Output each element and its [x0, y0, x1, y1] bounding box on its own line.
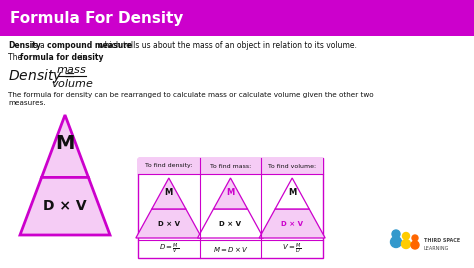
- Polygon shape: [275, 178, 310, 209]
- Text: $\mathit{volume}$: $\mathit{volume}$: [51, 77, 93, 89]
- Text: M: M: [288, 188, 296, 196]
- Text: $D = \frac{M}{V}$: $D = \frac{M}{V}$: [159, 242, 179, 256]
- Circle shape: [411, 241, 419, 249]
- Text: The formula for density can be rearranged to calculate mass or calculate volume : The formula for density can be rearrange…: [8, 92, 374, 98]
- Text: D × V: D × V: [158, 221, 180, 227]
- Text: is: is: [78, 54, 86, 62]
- Text: $V = \frac{M}{D}$: $V = \frac{M}{D}$: [283, 242, 302, 256]
- Bar: [138, 158, 323, 258]
- Circle shape: [391, 236, 401, 248]
- Text: LEARNING: LEARNING: [424, 245, 449, 251]
- Text: To find volume:: To find volume:: [268, 163, 316, 169]
- Text: To find density:: To find density:: [145, 163, 192, 169]
- Bar: [261, 158, 323, 174]
- Text: $M = D \times V$: $M = D \times V$: [213, 244, 248, 254]
- Polygon shape: [136, 209, 202, 238]
- Polygon shape: [42, 115, 88, 177]
- Circle shape: [401, 240, 410, 248]
- Text: THIRD SPACE: THIRD SPACE: [424, 237, 460, 243]
- Text: Density: Density: [8, 42, 41, 50]
- Bar: [0, 0, 474, 36]
- Polygon shape: [259, 209, 325, 238]
- Bar: [200, 158, 261, 174]
- Text: M: M: [55, 133, 75, 152]
- Text: D × V: D × V: [43, 199, 87, 213]
- Circle shape: [412, 235, 418, 241]
- Text: D × V: D × V: [219, 221, 241, 227]
- Text: Formula For Density: Formula For Density: [10, 10, 183, 25]
- Text: formula for density: formula for density: [20, 54, 104, 62]
- Text: measures.: measures.: [8, 100, 46, 106]
- Polygon shape: [198, 209, 264, 238]
- Polygon shape: [213, 178, 247, 209]
- Circle shape: [402, 233, 410, 240]
- Bar: [138, 158, 200, 174]
- Text: is a: is a: [29, 42, 47, 50]
- Polygon shape: [20, 177, 110, 235]
- Text: $\mathit{Density} =$: $\mathit{Density} =$: [8, 67, 75, 85]
- Polygon shape: [152, 178, 186, 209]
- Text: D × V: D × V: [281, 221, 303, 227]
- Text: To find mass:: To find mass:: [210, 163, 251, 169]
- Text: The: The: [8, 54, 25, 62]
- Text: compound measure: compound measure: [47, 42, 133, 50]
- Text: M: M: [227, 188, 235, 196]
- Circle shape: [392, 230, 400, 238]
- Text: $\mathit{mass}$: $\mathit{mass}$: [56, 65, 88, 75]
- Text: M: M: [164, 188, 173, 196]
- Text: which tells us about the mass of an object in relation to its volume.: which tells us about the mass of an obje…: [96, 42, 356, 50]
